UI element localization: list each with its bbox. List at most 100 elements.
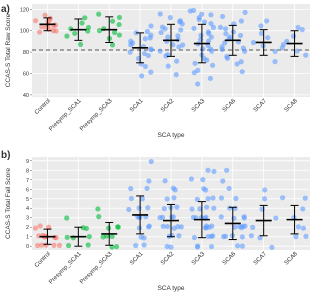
data-point	[273, 215, 279, 221]
data-point	[302, 195, 308, 201]
data-point	[95, 206, 101, 212]
y-tick-label: 3	[26, 216, 29, 222]
x-tick-label: Presymp_SCA1	[48, 251, 83, 286]
data-point	[161, 206, 167, 212]
data-point	[148, 158, 154, 165]
data-point	[190, 214, 197, 220]
data-point	[51, 242, 57, 248]
data-point	[159, 24, 165, 30]
data-point	[239, 69, 245, 75]
data-point	[158, 29, 164, 35]
data-point	[126, 206, 132, 213]
data-point	[211, 168, 217, 174]
data-point	[56, 242, 63, 248]
data-point	[157, 48, 163, 54]
data-point	[261, 196, 268, 202]
data-point	[171, 195, 177, 201]
data-point	[175, 33, 181, 39]
data-point	[300, 225, 307, 231]
data-point	[146, 178, 152, 184]
figure: a)406080100120ControlPresymp_SCA1Presymp…	[1, 4, 310, 292]
data-point	[219, 44, 225, 50]
data-point	[188, 176, 195, 182]
data-point	[165, 63, 171, 69]
data-point	[148, 23, 154, 29]
data-point	[138, 61, 144, 67]
data-point	[205, 29, 211, 35]
y-tick-label: 8	[26, 168, 29, 174]
data-point	[242, 223, 248, 229]
data-point	[232, 205, 238, 212]
data-point	[65, 242, 72, 249]
data-point	[222, 26, 229, 32]
data-point	[238, 18, 245, 24]
data-point	[279, 195, 286, 201]
data-point	[205, 196, 211, 202]
data-point	[290, 33, 297, 39]
y-tick-label: 9	[26, 159, 29, 165]
data-point	[96, 214, 102, 220]
data-point	[208, 233, 214, 240]
x-tick-label: SCA2	[160, 251, 176, 267]
data-point	[222, 233, 229, 239]
data-point	[164, 196, 170, 202]
data-point	[148, 69, 154, 75]
data-point	[211, 205, 217, 211]
x-axis-title: SCA type	[157, 285, 184, 292]
data-point	[219, 13, 226, 20]
data-point	[180, 42, 186, 48]
data-point	[128, 186, 134, 192]
data-point	[109, 42, 116, 48]
data-point	[194, 244, 201, 250]
data-point	[109, 244, 115, 250]
data-point	[250, 39, 257, 46]
data-point	[86, 234, 92, 240]
data-point	[170, 214, 176, 220]
data-point	[64, 33, 70, 39]
data-point	[231, 215, 237, 221]
data-point	[208, 12, 214, 18]
data-point	[46, 224, 52, 230]
data-point	[209, 223, 215, 229]
x-tick-label: SCA3	[191, 98, 207, 114]
data-point	[227, 34, 233, 40]
data-point	[295, 24, 301, 31]
data-point	[191, 7, 197, 13]
y-tick-label: 0	[26, 244, 29, 250]
data-point	[177, 18, 183, 24]
data-point	[217, 24, 224, 30]
data-point	[144, 28, 151, 35]
data-point	[83, 225, 90, 232]
data-point	[294, 48, 300, 54]
data-point	[238, 59, 244, 65]
x-tick-label: Control	[34, 98, 52, 116]
data-point	[242, 9, 248, 16]
data-point	[232, 224, 238, 230]
data-point	[32, 18, 39, 24]
x-axis-title: SCA type	[157, 132, 184, 139]
data-point	[200, 46, 206, 52]
data-point	[227, 205, 233, 211]
data-point	[205, 38, 212, 44]
x-tick-label: SCA8	[284, 251, 300, 267]
y-tick-label: 80	[23, 50, 29, 56]
x-tick-label: SCA6	[222, 251, 238, 267]
data-point	[39, 24, 45, 30]
data-point	[293, 234, 299, 240]
data-point	[148, 46, 154, 52]
data-point	[106, 225, 112, 231]
data-point	[144, 185, 150, 191]
data-point	[42, 12, 48, 18]
data-point	[142, 36, 148, 42]
data-point	[208, 46, 214, 52]
data-point	[258, 30, 265, 36]
data-point	[32, 225, 39, 231]
data-point	[167, 15, 173, 21]
data-point	[198, 32, 204, 38]
data-point	[237, 32, 244, 39]
y-tick-label: 120	[20, 7, 29, 13]
y-axis-title: CCAS-S Total Fail Score	[5, 168, 12, 239]
data-point	[226, 185, 232, 192]
data-point	[141, 242, 147, 248]
data-point	[128, 195, 135, 202]
